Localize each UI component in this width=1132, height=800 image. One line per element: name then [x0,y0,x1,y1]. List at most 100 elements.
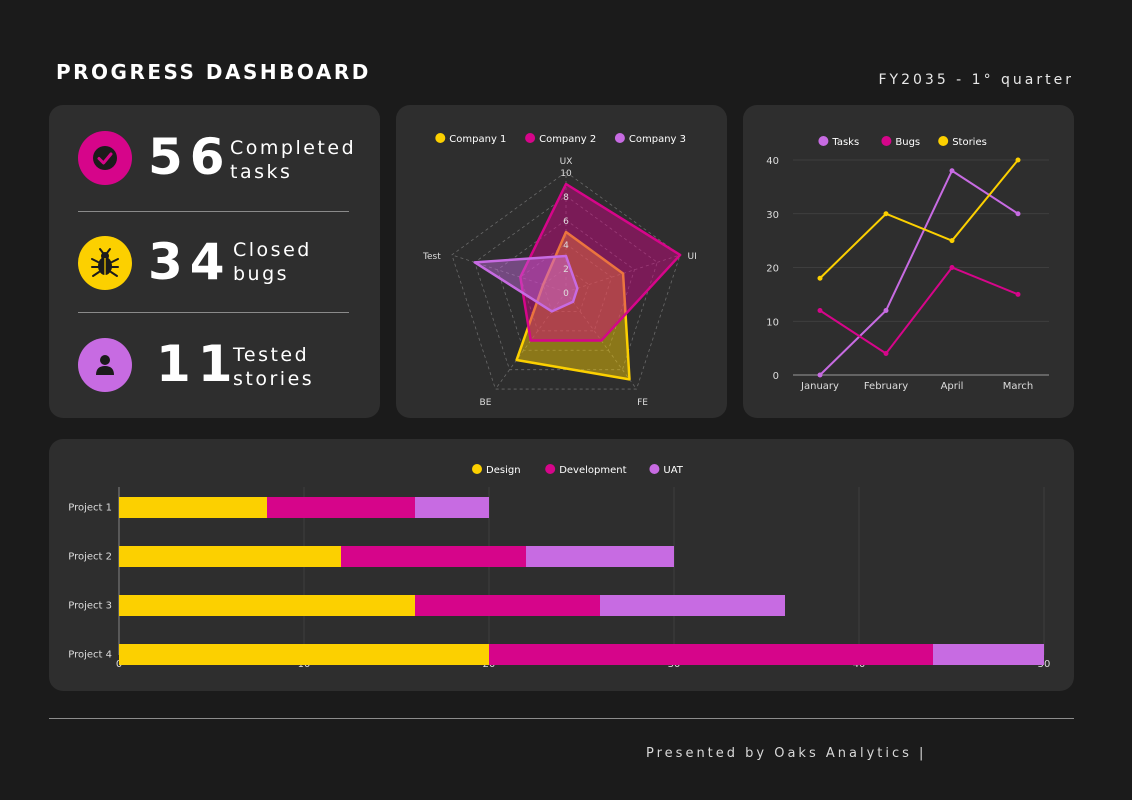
y-category-label: Project 3 [68,601,112,612]
bug-icon [78,236,132,290]
kpi-closed-bugs: 34 Closed bugs [49,223,380,303]
data-point [949,265,955,270]
legend-label: Company 2 [539,134,596,145]
line-series-tasks [819,169,1019,376]
kpi-tested-stories: 11 Tested stories [49,325,380,405]
check-circle-icon [78,131,132,185]
data-point [949,168,955,174]
period-label: FY2035 - 1° quarter [878,72,1074,88]
line-series-bugs [819,266,1019,355]
data-point [883,308,889,313]
radar-tick-label: 0 [563,289,569,299]
legend-swatch [614,133,625,143]
line-chart: Tasks Bugs Stories 0 10 20 30 40 January February… [766,136,1049,392]
x-tick-label: February [864,381,908,392]
radar-grid-ring [519,243,613,332]
kpi-label: Tested stories [233,343,373,391]
data-point [817,308,823,313]
bar-segment-development [341,546,526,567]
y-category-label: Project 1 [68,503,112,514]
legend-swatch [545,464,556,474]
data-point [949,238,955,244]
radar-tick-label: 8 [563,193,569,203]
footer-credit: Presented by Oaks Analytics | [646,746,927,761]
kpi-label: Closed bugs [233,238,373,286]
y-tick-label: 10 [766,317,779,328]
bar-segment-uat [526,546,674,567]
kpi-value: 56 [148,128,232,186]
x-tick-label: January [800,381,839,392]
radar-chart-card: Company 1 Company 2 Company 3 0 2 4 6 8 10 UX UI FE… [396,105,727,418]
legend-label: UAT [663,465,683,476]
data-point [1015,211,1021,217]
kpi-label: Completed tasks [230,136,370,184]
radar-tick-label: 2 [563,265,569,275]
x-tick-label: April [941,381,964,392]
legend-label: Company 3 [629,134,686,145]
bar-segment-uat [415,497,489,518]
bar-segment-development [489,644,933,665]
legend-swatch [435,133,446,143]
divider [78,211,349,212]
radar-axis-label: BE [480,398,492,408]
line-series-stories [819,159,1019,279]
radar-tick-label: 6 [563,217,569,227]
divider [78,312,349,313]
kpi-label-line: Tested [233,344,310,366]
kpi-label-line: bugs [233,263,290,285]
page-title: PROGRESS DASHBOARD [56,60,371,84]
kpi-card: 56 Completed tasks 34 Closed bugs [49,105,380,418]
data-point [883,211,889,217]
radar-axis-label: Test [422,252,441,262]
radar-chart: Company 1 Company 2 Company 3 0 2 4 6 8 10 UX UI FE… [422,133,697,408]
bar-segment-design [119,497,267,518]
data-point [1015,291,1021,297]
data-point [817,372,823,378]
legend-label: Development [559,465,626,476]
bar-segment-design [119,595,415,616]
kpi-label-line: Closed [233,239,312,261]
radar-series-company-1 [515,230,631,381]
radar-axis-label: FE [637,398,648,408]
bar-chart-card: DesignDevelopmentUAT01020304050Project 1… [49,439,1074,691]
kpi-completed-tasks: 56 Completed tasks [49,118,380,198]
bar-segment-uat [933,644,1044,665]
kpi-value: 11 [156,335,240,393]
y-category-label: Project 2 [68,552,112,563]
radar-axis-label: UI [688,252,697,262]
radar-tick-label: 10 [560,169,572,179]
legend-label: Tasks [831,137,859,148]
x-tick-label: March [1003,381,1033,392]
radar-tick-label: 4 [563,241,569,251]
legend-swatch [938,136,949,146]
line-chart-card: Tasks Bugs Stories 0 10 20 30 40 January February… [743,105,1074,418]
legend-swatch [649,464,660,474]
person-icon [78,338,132,392]
bar-segment-design [119,546,341,567]
bar-segment-uat [600,595,785,616]
kpi-label-line: Completed [230,137,357,159]
y-tick-label: 20 [766,264,779,275]
kpi-value: 34 [148,233,232,291]
y-tick-label: 0 [773,371,779,382]
kpi-label-line: tasks [230,161,293,183]
stacked-bar-chart: DesignDevelopmentUAT01020304050Project 1… [68,464,1050,670]
bar-segment-design [119,644,489,665]
y-category-label: Project 4 [68,650,112,661]
radar-grid-ring [497,219,635,351]
bar-segment-development [415,595,600,616]
legend-swatch [525,133,536,143]
legend-swatch [472,464,482,474]
footer-divider [49,718,1074,719]
radar-series-company-3 [473,254,579,313]
legend-swatch [818,136,829,146]
radar-series-company-2 [519,182,682,342]
y-tick-label: 30 [766,210,779,221]
legend-label: Company 1 [449,134,506,145]
legend-label: Bugs [895,137,920,148]
data-point [1015,157,1021,163]
legend-label: Stories [952,137,987,148]
data-point [883,351,889,356]
y-tick-label: 40 [766,156,779,167]
radar-spoke [451,254,567,293]
